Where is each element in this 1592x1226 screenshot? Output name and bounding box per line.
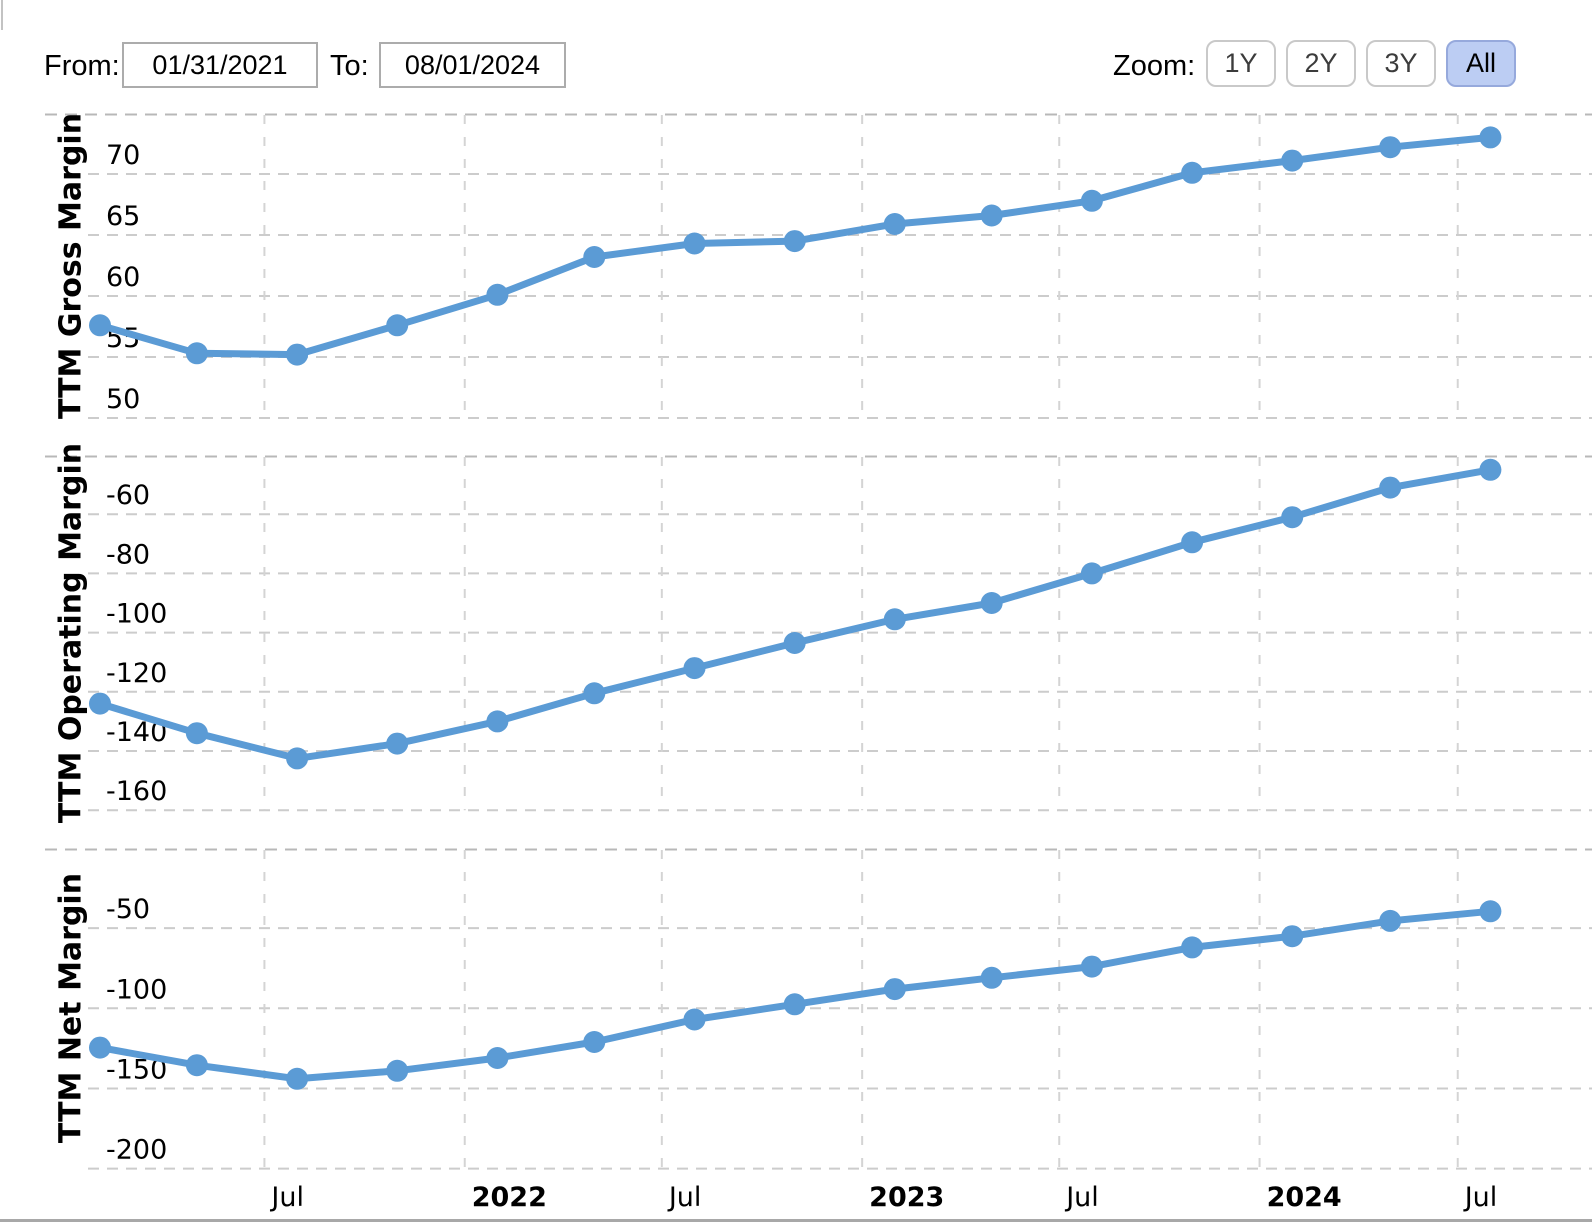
y-tick-label: -60: [106, 480, 150, 511]
y-axis-title-net-margin: TTM Net Margin: [53, 873, 89, 1144]
x-tick-label: Jul: [1463, 1182, 1498, 1213]
data-point[interactable]: [883, 978, 906, 1001]
data-point[interactable]: [89, 1036, 111, 1059]
data-point[interactable]: [683, 1008, 706, 1031]
y-tick-label: -80: [106, 539, 150, 570]
y-tick-label: -50: [106, 894, 150, 925]
y-tick-label: -200: [106, 1135, 167, 1166]
data-point[interactable]: [1379, 136, 1402, 159]
x-tick-label: 2023: [869, 1182, 944, 1213]
data-point[interactable]: [980, 204, 1003, 227]
data-point[interactable]: [583, 246, 606, 268]
zoom-1y-button[interactable]: 1Y: [1206, 40, 1276, 87]
data-point[interactable]: [185, 1054, 208, 1077]
y-tick-label: 60: [106, 262, 140, 293]
operating-margin-line: [96, 466, 1494, 762]
y-tick-label: 70: [106, 140, 140, 171]
data-point[interactable]: [89, 314, 111, 337]
data-point[interactable]: [386, 1059, 409, 1082]
data-point[interactable]: [1181, 161, 1204, 184]
y-axis-title-operating-margin: TTM Operating Margin: [53, 442, 89, 823]
data-point[interactable]: [883, 213, 906, 235]
y-tick-label: -100: [106, 974, 167, 1005]
data-point[interactable]: [1080, 562, 1103, 585]
x-tick-label: Jul: [667, 1182, 702, 1213]
from-label: From:: [44, 50, 120, 82]
x-tick-label: Jul: [1064, 1182, 1099, 1213]
data-point[interactable]: [1479, 126, 1502, 149]
data-point[interactable]: [1379, 476, 1402, 499]
to-label: To:: [330, 50, 369, 82]
x-tick-label: Jul: [269, 1182, 304, 1213]
data-point[interactable]: [1281, 925, 1304, 948]
data-point[interactable]: [783, 230, 806, 253]
y-tick-label: -160: [106, 776, 167, 807]
zoom-all-button[interactable]: All: [1446, 40, 1516, 87]
y-tick-label: -100: [106, 599, 167, 630]
data-point[interactable]: [185, 722, 208, 745]
data-point[interactable]: [783, 993, 806, 1016]
chart-operating-margin: -60-80-100-120-140-160: [45, 455, 1592, 812]
zoom-2y-button[interactable]: 2Y: [1286, 40, 1356, 87]
data-point[interactable]: [980, 592, 1003, 614]
y-axis-title-gross-margin: TTM Gross Margin: [53, 112, 89, 419]
data-point[interactable]: [1479, 458, 1502, 481]
data-point[interactable]: [583, 682, 606, 705]
x-tick-label: 2024: [1267, 1182, 1342, 1213]
data-point[interactable]: [980, 966, 1003, 989]
data-point[interactable]: [286, 747, 309, 770]
data-point[interactable]: [185, 342, 208, 365]
data-point[interactable]: [486, 283, 509, 306]
data-point[interactable]: [286, 343, 309, 366]
x-tick-label: 2022: [472, 1182, 547, 1213]
y-tick-label: -120: [106, 658, 167, 689]
y-tick-label: 65: [106, 201, 140, 232]
data-point[interactable]: [583, 1031, 606, 1053]
y-tick-label: 50: [106, 384, 140, 415]
data-point[interactable]: [1080, 955, 1103, 978]
data-point[interactable]: [486, 1047, 509, 1069]
data-point[interactable]: [1379, 909, 1402, 932]
data-point[interactable]: [1181, 936, 1204, 959]
data-point[interactable]: [386, 732, 409, 755]
data-point[interactable]: [286, 1067, 309, 1090]
data-point[interactable]: [683, 232, 706, 255]
to-date-input[interactable]: [379, 42, 566, 88]
zoom-button-group: 1Y 2Y 3Y All: [1206, 40, 1516, 87]
data-point[interactable]: [683, 657, 706, 680]
data-point[interactable]: [1281, 149, 1304, 172]
from-date-input[interactable]: [122, 42, 318, 88]
container-border-fragment: [1, 0, 3, 30]
data-point[interactable]: [783, 632, 806, 654]
data-point[interactable]: [486, 710, 509, 733]
data-point[interactable]: [1281, 506, 1304, 529]
data-point[interactable]: [1479, 900, 1502, 923]
data-point[interactable]: [386, 314, 409, 337]
data-point[interactable]: [1181, 531, 1204, 554]
data-point[interactable]: [883, 608, 906, 631]
data-point[interactable]: [89, 692, 111, 715]
zoom-3y-button[interactable]: 3Y: [1366, 40, 1436, 87]
data-point[interactable]: [1080, 189, 1103, 212]
zoom-label: Zoom:: [1113, 50, 1196, 82]
